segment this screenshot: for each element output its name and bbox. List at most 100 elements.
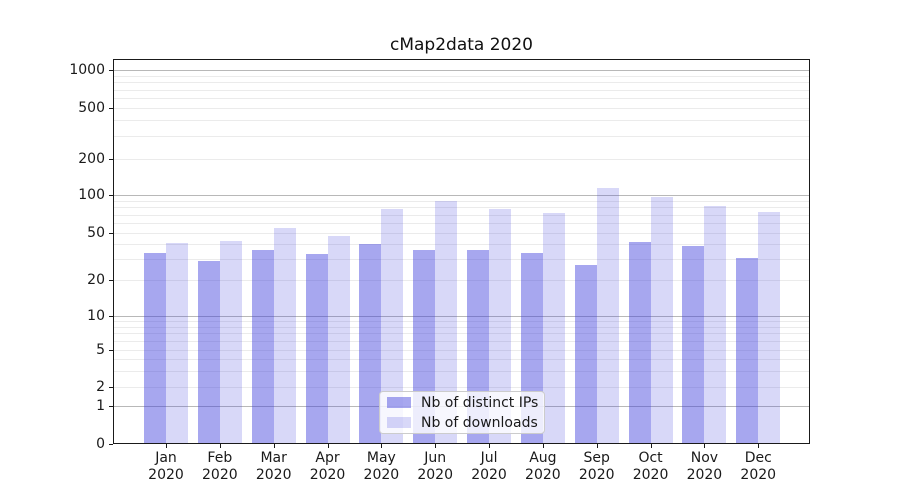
legend-swatch-ips-icon: [387, 397, 411, 408]
gridline-minor: [114, 233, 809, 234]
x-tick-mark: [327, 444, 329, 448]
x-tick-label-oct: Oct 2020: [632, 450, 669, 483]
gridline-minor: [114, 387, 809, 388]
gridline-minor: [114, 108, 809, 109]
y-tick-mark: [109, 406, 113, 407]
gridline-minor: [114, 98, 809, 99]
y-tick-mark: [109, 280, 113, 281]
gridline-minor: [114, 280, 809, 281]
y-tick-label: 0: [96, 436, 105, 452]
x-tick-label-dec: Dec 2020: [740, 450, 777, 483]
x-tick-mark: [435, 444, 437, 448]
gridline-minor: [114, 350, 809, 351]
legend-swatch-downloads-icon: [387, 417, 411, 428]
gridline-minor: [114, 341, 809, 343]
gridline-minor: [114, 75, 809, 77]
y-tick-mark: [109, 70, 113, 71]
x-tick-label-jan: Jan 2020: [148, 450, 184, 483]
x-tick-label-feb: Feb 2020: [202, 450, 238, 483]
gridline-major: [114, 195, 809, 196]
legend-item-downloads: Nb of downloads: [380, 413, 544, 433]
x-tick-mark: [273, 444, 275, 448]
bar-apr-ips: [305, 254, 328, 443]
legend-item-distinct-ips: Nb of distinct IPs: [380, 393, 544, 413]
y-tick-mark: [109, 195, 113, 196]
bar-jun-downloads: [435, 200, 458, 443]
bar-may-ips: [359, 244, 382, 443]
bar-dec-downloads: [758, 212, 781, 443]
y-tick-mark: [109, 233, 113, 234]
bar-sep-downloads: [596, 187, 619, 443]
x-tick-label-apr: Apr 2020: [309, 450, 346, 483]
bar-oct-ips: [628, 241, 651, 443]
y-tick-mark: [109, 316, 113, 317]
bar-nov-ips: [682, 245, 705, 443]
bar-mar-downloads: [273, 227, 296, 443]
x-tick-mark: [542, 444, 544, 448]
bar-sep-ips: [574, 264, 597, 443]
x-tick-mark: [704, 444, 706, 448]
gridline-minor: [114, 82, 809, 84]
bar-feb-downloads: [219, 240, 242, 443]
y-tick-mark: [109, 444, 113, 445]
bar-may-downloads: [381, 209, 404, 443]
y-tick-label: 2: [96, 379, 105, 395]
gridline-minor: [114, 159, 809, 160]
gridline-minor: [114, 207, 809, 209]
gridline-minor: [114, 136, 809, 138]
y-tick-mark: [109, 159, 113, 160]
y-tick-mark: [109, 387, 113, 388]
y-tick-label: 1: [96, 398, 105, 414]
y-tick-label: 5: [96, 342, 105, 358]
bar-aug-downloads: [542, 213, 565, 443]
x-tick-mark: [650, 444, 652, 448]
bar-jan-downloads: [166, 243, 188, 443]
x-tick-mark: [596, 444, 598, 448]
x-tick-label-aug: Aug 2020: [525, 450, 561, 483]
x-tick-label-jul: Jul 2020: [471, 450, 507, 483]
legend-label-distinct-ips: Nb of distinct IPs: [421, 394, 539, 411]
plot-area: [113, 59, 810, 444]
gridline-minor: [114, 120, 809, 122]
y-tick-label: 200: [78, 151, 105, 167]
bar-jul-downloads: [489, 208, 512, 443]
x-tick-mark: [489, 444, 491, 448]
x-tick-label-jun: Jun 2020: [417, 450, 453, 483]
y-tick-mark: [109, 108, 113, 109]
y-tick-label: 100: [78, 187, 105, 203]
gridline-major: [114, 70, 809, 71]
gridline-minor: [114, 359, 809, 360]
gridline-minor: [114, 244, 809, 246]
bar-jan-ips: [144, 252, 166, 443]
gridline-minor: [114, 259, 809, 261]
x-tick-label-may: May 2020: [363, 450, 400, 483]
x-tick-mark: [381, 444, 383, 448]
y-tick-label: 20: [87, 272, 105, 288]
gridline-minor: [114, 223, 809, 224]
bar-oct-downloads: [650, 197, 673, 443]
legend-label-downloads: Nb of downloads: [421, 414, 538, 431]
gridline-minor: [114, 333, 809, 335]
gridline-minor: [114, 89, 809, 91]
gridline-minor: [114, 200, 809, 202]
y-tick-label: 10: [87, 308, 105, 324]
bar-apr-downloads: [327, 236, 350, 443]
x-tick-mark: [219, 444, 221, 448]
y-tick-label: 1000: [69, 62, 105, 78]
y-tick-mark: [109, 350, 113, 351]
gridline-minor: [114, 370, 809, 372]
chart-title: cMap2data 2020: [390, 35, 533, 55]
y-tick-label: 50: [87, 225, 105, 241]
x-tick-mark: [166, 444, 167, 448]
gridline-minor: [114, 321, 809, 323]
gridline-minor: [114, 326, 809, 328]
bar-dec-ips: [736, 257, 759, 443]
legend: Nb of distinct IPs Nb of downloads: [379, 391, 545, 434]
x-tick-label-sep: Sep 2020: [578, 450, 615, 483]
y-tick-label: 500: [78, 100, 105, 116]
bar-feb-ips: [197, 260, 220, 443]
gridline-major: [114, 316, 809, 317]
bar-nov-downloads: [704, 205, 727, 443]
x-tick-mark: [758, 444, 760, 448]
